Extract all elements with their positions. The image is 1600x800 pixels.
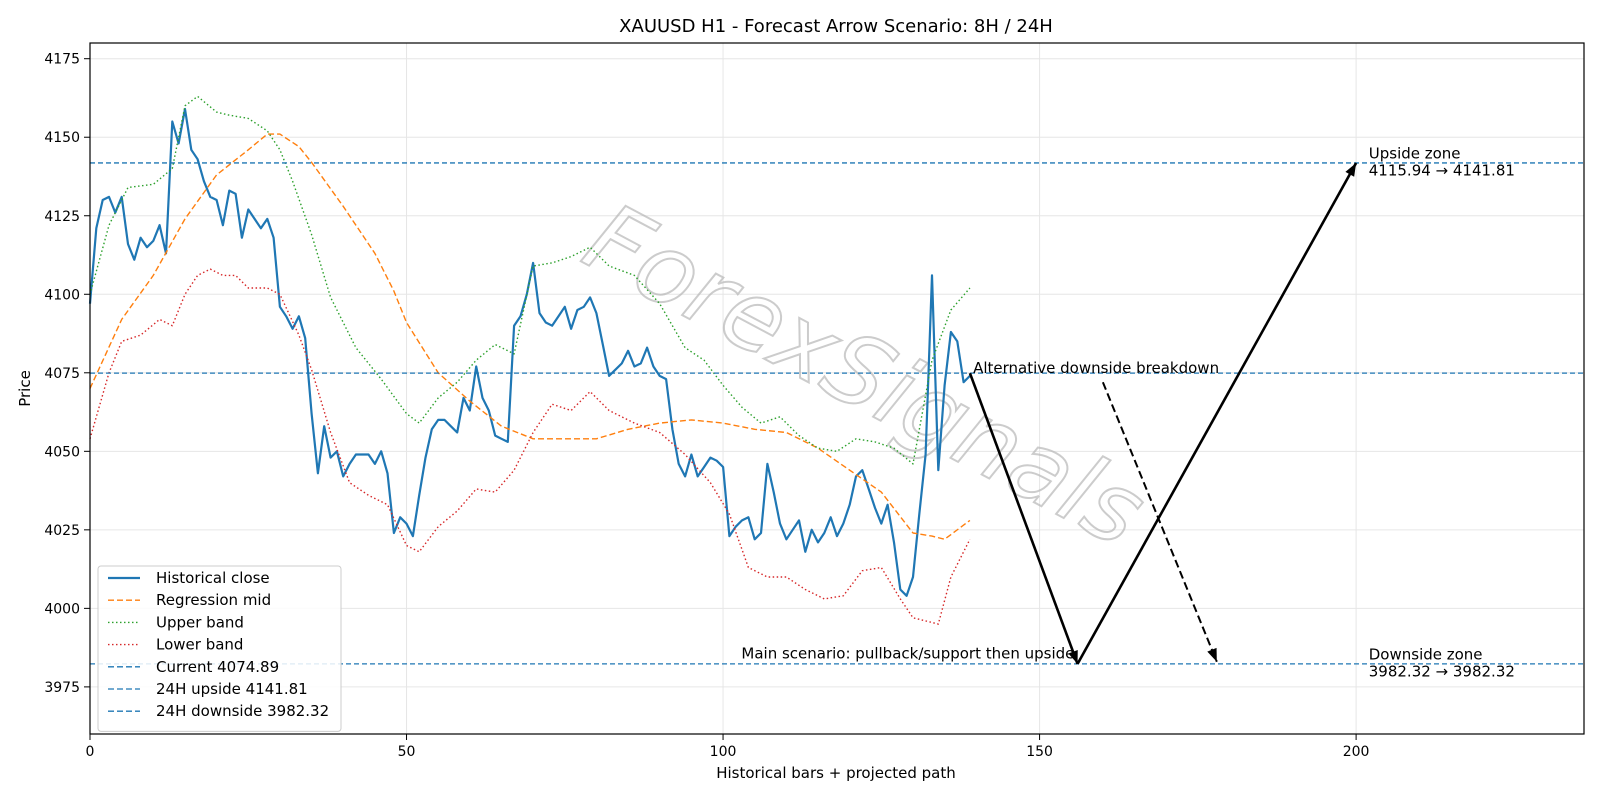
arrow-head (1207, 647, 1217, 662)
arrow-head (1068, 649, 1078, 664)
legend-box (97, 565, 342, 732)
zone-label: 4115.94 → 4141.81 (1369, 161, 1515, 179)
x-tick-label: 150 (1026, 744, 1053, 760)
annotation-label: Alternative downside breakdown (973, 359, 1219, 377)
axis-ticks: 0 50 100 150 200 3975 4000 4025 4050 4075 4100 4125… (44, 52, 1369, 760)
arrow-shaft (968, 372, 1079, 665)
y-axis-label: Price (16, 370, 34, 407)
legend-label: Upper band (156, 613, 244, 631)
zone-label: Upside zone (1369, 144, 1461, 162)
series-line-lower-band (89, 268, 971, 625)
y-tick-label: 4000 (44, 601, 80, 617)
y-tick-label: 4175 (44, 52, 80, 68)
zone-label: Downside zone (1369, 645, 1483, 663)
y-tick-label: 4100 (44, 287, 80, 303)
y-tick-label: 3975 (44, 680, 80, 696)
y-tick-label: 4075 (44, 366, 80, 382)
legend-label: Historical close (156, 569, 270, 587)
annotation-label: Main scenario: pullback/support then ups… (741, 645, 1074, 663)
plot-frame (89, 42, 1585, 735)
legend-label: Regression mid (156, 591, 271, 609)
legend-label: Current 4074.89 (156, 658, 279, 676)
legend: Historical close Regression mid Upper band… (97, 565, 342, 732)
x-tick-label: 50 (398, 744, 416, 760)
arrow-head (1345, 162, 1357, 177)
y-tick-label: 4150 (44, 130, 80, 146)
chart-title: XAUUSD H1 - Forecast Arrow Scenario: 8H … (619, 16, 1053, 37)
annotations: Alternative downside breakdown Main scena… (741, 144, 1515, 680)
x-tick-label: 200 (1343, 744, 1370, 760)
series-line-historical-close (88, 107, 971, 597)
x-axis-label: Historical bars + projected path (716, 764, 956, 782)
x-tick-label: 0 (86, 744, 95, 760)
y-tick-label: 4025 (44, 523, 80, 539)
legend-label: 24H downside 3982.32 (156, 702, 329, 720)
arrow-shaft (1101, 381, 1218, 663)
legend-label: Lower band (156, 636, 243, 654)
legend-label: 24H upside 4141.81 (156, 680, 308, 698)
y-tick-label: 4125 (44, 209, 80, 225)
series-line-upper-band (89, 95, 971, 465)
arrow-shaft (1076, 162, 1358, 665)
scenario-arrows (968, 162, 1358, 665)
zone-label: 3982.32 → 3982.32 (1369, 662, 1515, 680)
x-tick-label: 100 (710, 744, 737, 760)
y-tick-label: 4050 (44, 444, 80, 460)
series-line-regression-mid (89, 133, 971, 540)
series-lines (88, 95, 971, 625)
